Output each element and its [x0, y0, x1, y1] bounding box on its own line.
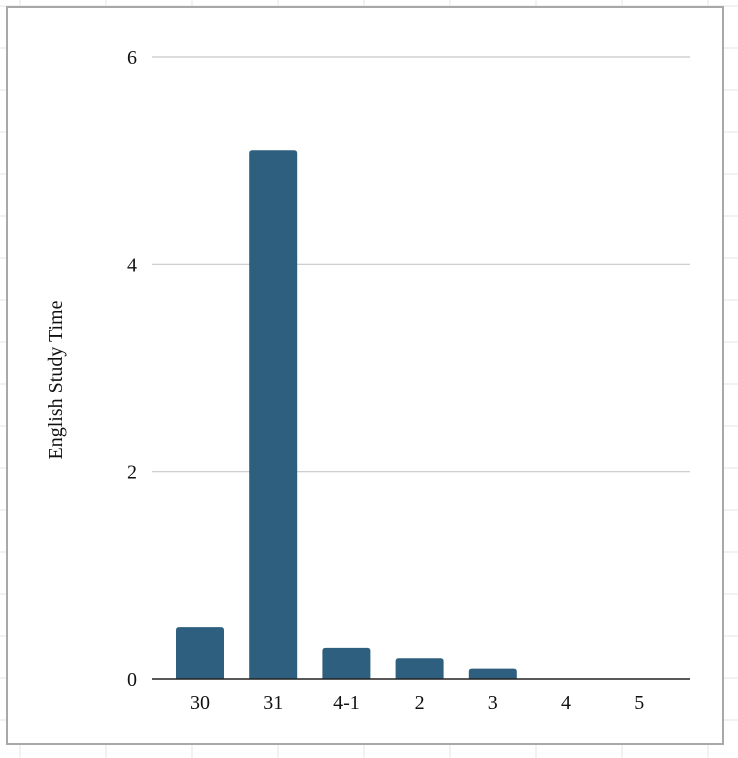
y-tick-label: 2: [127, 462, 137, 484]
bars: [176, 150, 517, 680]
bar-4-1[interactable]: [322, 647, 371, 679]
y-tick-label: 6: [127, 47, 137, 69]
bar-3[interactable]: [468, 668, 517, 679]
bar-2[interactable]: [395, 658, 444, 679]
chart-container[interactable]: [6, 6, 724, 745]
bar-30[interactable]: [176, 627, 224, 679]
x-tick-label: 3: [488, 692, 498, 714]
bar-31[interactable]: [249, 150, 298, 680]
x-tick-label: 31: [263, 692, 283, 714]
y-tick-label: 0: [127, 669, 137, 691]
gridlines: [152, 56, 690, 473]
x-tick-labels: 30 31 4-1 2 3 4 5: [190, 692, 644, 714]
x-tick-label: 30: [190, 692, 210, 714]
x-tick-label: 2: [415, 692, 425, 714]
x-tick-label: 4-1: [333, 692, 360, 714]
x-tick-label: 5: [634, 692, 644, 714]
y-tick-label: 4: [127, 254, 137, 276]
y-tick-labels: 0 2 4 6: [127, 47, 137, 691]
x-tick-label: 4: [561, 692, 571, 714]
y-axis-title: English Study Time: [45, 300, 67, 459]
